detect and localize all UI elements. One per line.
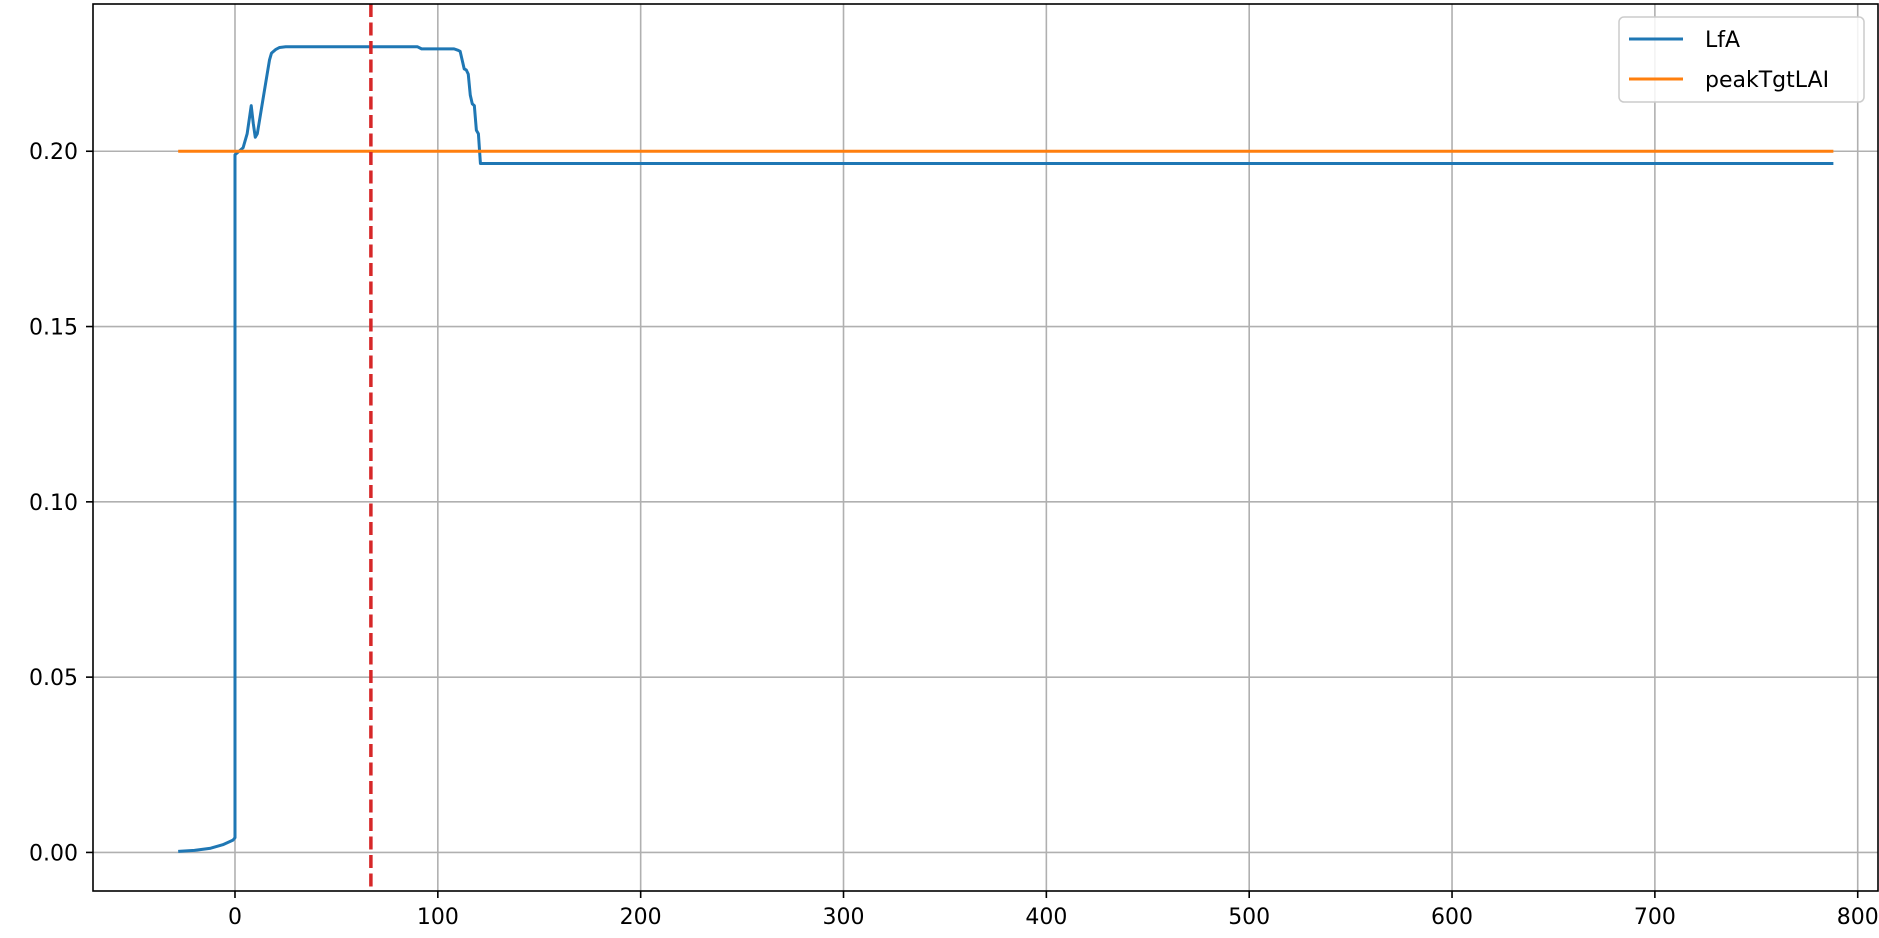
series-line-lfa	[178, 45, 1834, 853]
y-tick-label: 0.05	[29, 666, 78, 691]
x-tick-label: 100	[417, 905, 459, 930]
x-tick-label: 300	[823, 905, 865, 930]
x-tick-label: 0	[228, 905, 242, 930]
x-tick-label: 500	[1228, 905, 1270, 930]
y-tick-label: 0.10	[29, 491, 78, 516]
legend-label-0: LfA	[1705, 28, 1740, 53]
series-layer	[178, 45, 1834, 853]
x-tick-label: 800	[1837, 905, 1879, 930]
y-axis: 0.00 0.05 0.10 0.15 0.20	[29, 140, 93, 866]
x-axis: 0 100 200 300 400 500 600 700 800	[228, 891, 1879, 930]
x-tick-label: 700	[1634, 905, 1676, 930]
plot-frame	[92, 3, 1879, 892]
legend: LfA peakTgtLAI	[1618, 16, 1865, 103]
x-tick-label: 400	[1025, 905, 1067, 930]
y-tick-label: 0.00	[29, 841, 78, 866]
x-tick-label: 600	[1431, 905, 1473, 930]
legend-label-1: peakTgtLAI	[1705, 68, 1829, 93]
y-tick-label: 0.15	[29, 316, 78, 341]
x-tick-label: 200	[620, 905, 662, 930]
y-tick-label: 0.20	[29, 140, 78, 165]
